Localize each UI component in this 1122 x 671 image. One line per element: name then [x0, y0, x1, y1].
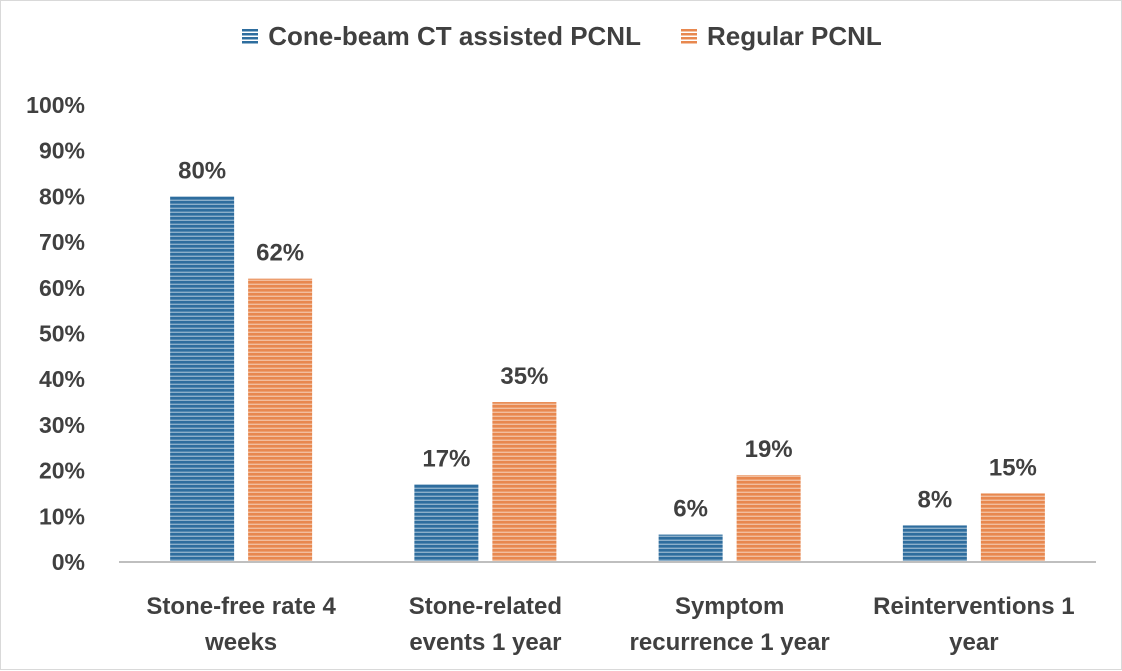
bar-regular-3 — [736, 475, 801, 562]
x-category-label: weeks — [204, 629, 277, 656]
bar-cone-beam-1 — [170, 196, 235, 562]
y-tick-label: 50% — [39, 321, 85, 347]
data-label-regular-4: 15% — [989, 454, 1037, 481]
bar-regular-1 — [248, 278, 313, 562]
x-category-label: year — [949, 629, 998, 656]
x-category-label: recurrence 1 year — [630, 629, 830, 656]
legend-item-regular: Regular PCNL — [680, 21, 882, 52]
y-tick-label: 40% — [39, 366, 85, 392]
y-tick-label: 90% — [39, 138, 85, 164]
legend-label-regular: Regular PCNL — [706, 21, 882, 51]
bar-regular-4 — [980, 493, 1045, 562]
y-tick-label: 30% — [39, 412, 85, 438]
legend-swatch-cone-beam — [242, 28, 259, 45]
data-label-cone-beam-1: 80% — [178, 157, 226, 184]
data-label-cone-beam-2: 17% — [422, 445, 470, 472]
data-label-regular-1: 62% — [256, 240, 304, 267]
y-tick-label: 10% — [39, 503, 85, 529]
x-category-label: Symptom — [675, 593, 784, 620]
x-category-label: Stone-free rate 4 — [146, 593, 336, 620]
bar-cone-beam-3 — [658, 534, 723, 562]
legend-item-cone-beam: Cone-beam CT assisted PCNL — [242, 21, 641, 52]
y-tick-label: 20% — [39, 458, 85, 484]
data-label-cone-beam-4: 8% — [918, 486, 953, 513]
data-label-cone-beam-3: 6% — [673, 496, 708, 523]
chart-legend: Cone-beam CT assisted PCNL Regular PCNL — [1, 21, 1122, 52]
x-category-label: Stone-related — [409, 593, 562, 620]
x-category-label: Reinterventions 1 — [873, 593, 1074, 620]
data-label-regular-3: 19% — [745, 436, 793, 463]
x-category-label: events 1 year — [409, 629, 561, 656]
legend-label-cone-beam: Cone-beam CT assisted PCNL — [268, 21, 641, 51]
y-tick-label: 80% — [39, 183, 85, 209]
legend-swatch-regular — [680, 28, 697, 45]
bar-cone-beam-4 — [902, 525, 967, 562]
bar-cone-beam-2 — [414, 484, 479, 562]
y-tick-label: 0% — [52, 549, 85, 575]
bar-regular-2 — [492, 402, 557, 562]
y-tick-label: 70% — [39, 229, 85, 255]
data-label-regular-2: 35% — [500, 363, 548, 390]
y-tick-label: 60% — [39, 275, 85, 301]
y-tick-label: 100% — [26, 92, 85, 118]
